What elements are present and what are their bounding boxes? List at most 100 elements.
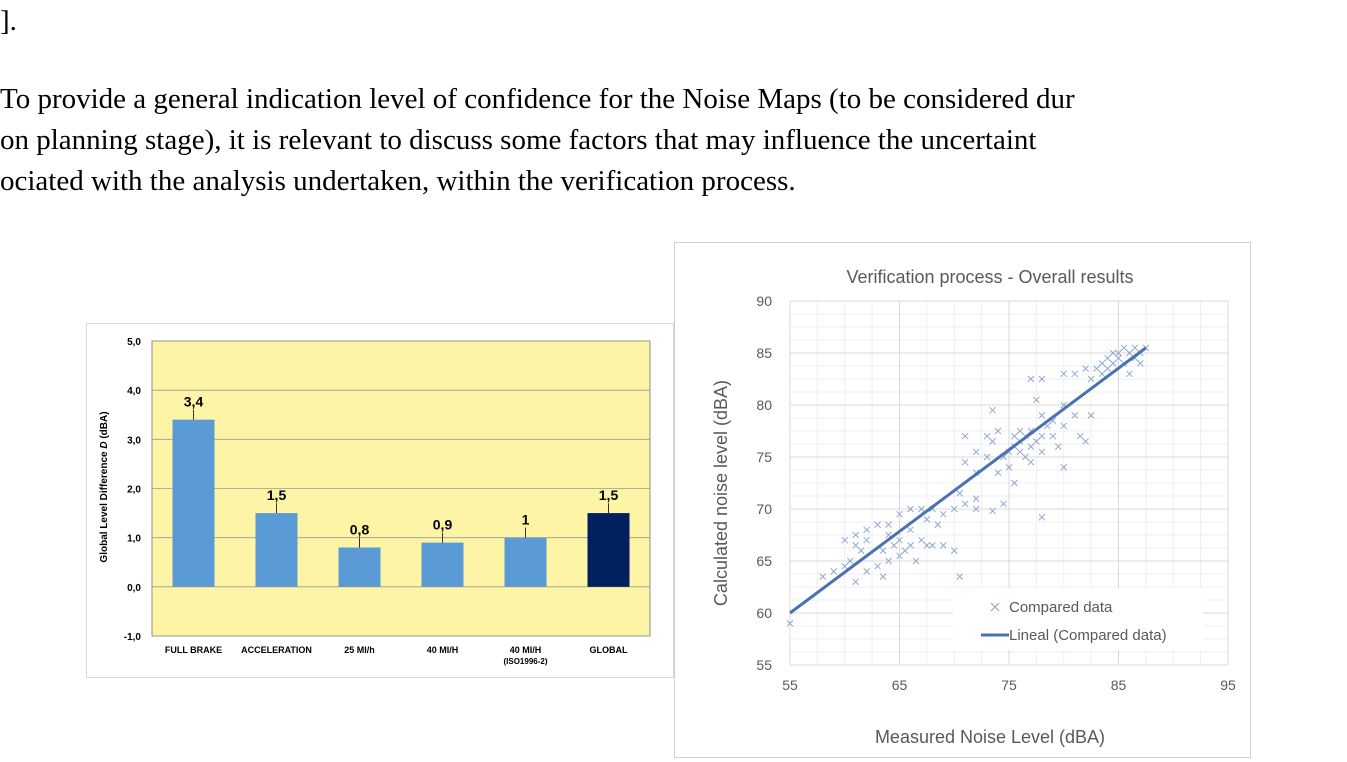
scatter-point	[1071, 412, 1079, 419]
legend-lineal: Lineal (Compared data)	[1009, 627, 1167, 644]
scatter-point	[956, 573, 964, 580]
bar-category-label: (ISO1996-2)	[503, 657, 547, 666]
scatter-point	[841, 562, 849, 570]
scatter-y-axis-label: Calculated noise level (dBA)	[711, 380, 731, 606]
scatter-point	[1011, 432, 1018, 440]
bar-value-label: 1	[522, 512, 530, 528]
scatter-point	[1126, 370, 1133, 378]
text-line-4: ociated with the analysis undertaken, wi…	[0, 165, 796, 197]
scatter-point	[961, 432, 969, 440]
bar-value-label: 1,5	[599, 487, 619, 503]
bar-value-label: 3,4	[184, 394, 204, 410]
scatter-point	[1104, 354, 1111, 362]
scatter-point	[1016, 448, 1024, 456]
scatter-point	[1120, 344, 1128, 352]
scatter-point	[1082, 365, 1090, 372]
scatter-y-tick-label: 60	[756, 605, 772, 621]
scatter-point	[989, 507, 996, 515]
scatter-y-tick-label: 75	[756, 449, 772, 465]
bar-chart-panel: 5,0 4,0 3,0 2,0 1,0 0,0 -1,0 3,4 1,5 0,8 0,9 1 1,5 …	[86, 323, 674, 678]
scatter-point	[989, 406, 996, 414]
scatter-points	[786, 344, 1150, 627]
scatter-point	[939, 542, 947, 549]
scatter-point	[863, 536, 871, 544]
bar-category-label: 40 MI/H	[510, 645, 542, 655]
scatter-point	[1060, 422, 1068, 430]
scatter-point	[896, 510, 903, 518]
scatter-point	[1011, 479, 1018, 487]
scatter-point	[852, 578, 860, 586]
scatter-point	[863, 526, 871, 534]
bar-value-label: 0,8	[350, 522, 370, 538]
scatter-legend-box	[953, 588, 1203, 650]
scatter-point	[961, 458, 969, 466]
scatter-point	[1076, 432, 1084, 440]
bar-y-tick-label: -1,0	[124, 632, 142, 643]
scatter-point	[972, 495, 980, 502]
scatter-point	[879, 573, 887, 580]
scatter-point	[923, 516, 931, 523]
scatter-point	[923, 542, 931, 549]
scatter-point	[896, 552, 903, 560]
scatter-point	[1027, 443, 1035, 450]
scatter-point	[1098, 370, 1106, 378]
scatter-point	[1038, 513, 1046, 521]
bar-category-labels: FULL BRAKE ACCELERATION 25 MI/h 40 MI/H 40 M…	[165, 645, 628, 666]
scatter-point	[956, 490, 964, 497]
bar-category-label: FULL BRAKE	[165, 645, 222, 655]
scatter-x-tick-label: 65	[892, 677, 908, 693]
bar-y-tick-label: 0,0	[127, 583, 141, 594]
scatter-point	[961, 500, 969, 508]
scatter-point	[819, 573, 827, 580]
bar-y-tick-label: 1,0	[127, 534, 141, 545]
bar-category-label: ACCELERATION	[241, 645, 312, 655]
scatter-point	[874, 521, 881, 528]
scatter-y-tick-label: 65	[756, 553, 772, 569]
scatter-point	[950, 547, 958, 554]
scatter-point	[1109, 349, 1117, 357]
scatter-x-tick-label: 95	[1220, 677, 1236, 693]
bar	[421, 542, 464, 587]
bar-y-tick-label: 3,0	[127, 435, 141, 446]
scatter-point	[863, 568, 871, 575]
scatter-point	[830, 568, 838, 575]
text-line-1: ].	[0, 5, 17, 37]
scatter-point	[983, 432, 991, 440]
scatter-point	[1104, 365, 1111, 372]
scatter-point	[989, 438, 996, 445]
scatter-point	[1033, 438, 1040, 445]
scatter-point	[1022, 453, 1029, 461]
bar-category-label: 40 MI/H	[427, 645, 459, 655]
legend-x-mark	[990, 602, 1000, 612]
scatter-point	[1038, 448, 1046, 456]
bar	[255, 513, 298, 587]
bar-value-label: 0,9	[433, 517, 453, 533]
scatter-point	[852, 542, 860, 549]
bar-data-labels: 3,4 1,5 0,8 0,9 1 1,5	[184, 394, 619, 538]
scatter-point	[972, 448, 980, 456]
scatter-point	[896, 536, 903, 544]
bar-series	[172, 409, 630, 587]
scatter-point	[1115, 354, 1122, 362]
bar-category-label: GLOBAL	[590, 645, 628, 655]
scatter-x-tick-label: 85	[1111, 677, 1127, 693]
scatter-point	[1000, 500, 1007, 508]
bar-y-tick-label: 5,0	[127, 337, 141, 348]
scatter-point	[1131, 344, 1139, 352]
scatter-point	[1054, 443, 1062, 450]
scatter-point	[890, 542, 898, 549]
scatter-point	[983, 453, 991, 461]
scatter-point	[907, 542, 914, 549]
scatter-y-tick-label: 55	[756, 657, 772, 673]
bar-category-label: 25 MI/h	[344, 645, 375, 655]
scatter-point	[1027, 458, 1035, 466]
scatter-chart: Verification process - Overall results 5…	[711, 267, 1236, 747]
scatter-point	[994, 427, 1002, 435]
scatter-trendline	[789, 346, 1147, 615]
scatter-point	[1098, 360, 1106, 367]
scatter-point	[939, 510, 947, 518]
bar	[338, 547, 381, 587]
bar	[504, 537, 547, 587]
scatter-point	[1016, 427, 1024, 435]
scatter-y-tick-label: 90	[756, 293, 772, 309]
